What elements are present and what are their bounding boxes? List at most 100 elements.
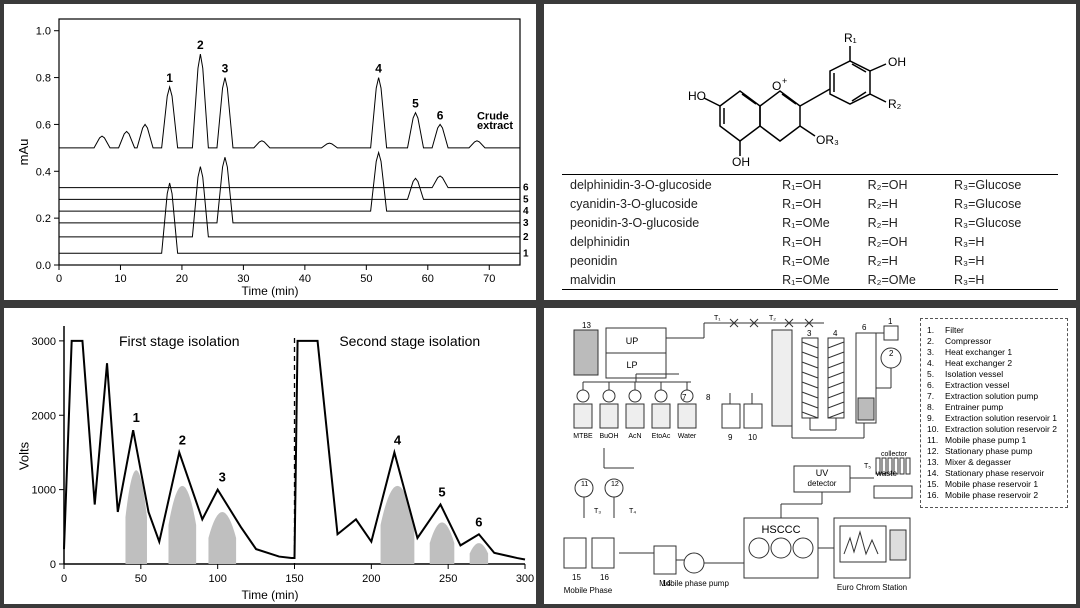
table-row: peonidinR₁=OMeR₂=HR₃=H [562, 251, 1058, 270]
svg-text:extract: extract [477, 120, 513, 132]
table-row: peonidin-3-O-glucosideR₁=OMeR₂=HR₃=Gluco… [562, 213, 1058, 232]
svg-text:10: 10 [748, 433, 757, 442]
svg-text:20: 20 [176, 273, 188, 285]
svg-text:3000: 3000 [32, 336, 56, 348]
legend-row: 7.Extraction solution pump [927, 391, 1061, 401]
svg-text:UP: UP [626, 336, 639, 346]
svg-text:T₃: T₃ [594, 508, 601, 515]
svg-text:O: O [772, 79, 781, 93]
legend-row: 8.Entrainer pump [927, 402, 1061, 412]
svg-text:40: 40 [299, 273, 311, 285]
svg-text:3: 3 [222, 62, 229, 76]
table-row: delphinidin-3-O-glucosideR₁=OHR₂=OHR₃=Gl… [562, 175, 1058, 194]
svg-text:MTBE: MTBE [573, 433, 593, 440]
svg-text:16: 16 [600, 573, 609, 582]
svg-text:0.4: 0.4 [36, 166, 51, 178]
svg-text:Water: Water [678, 433, 697, 440]
svg-text:2: 2 [179, 432, 186, 447]
svg-text:6: 6 [523, 183, 529, 194]
structure-panel: HO OH OR₃ R₁ OH R₂ O + delphinidin-3-O-g… [544, 4, 1076, 300]
svg-text:4: 4 [375, 62, 382, 76]
svg-text:OH: OH [732, 155, 750, 166]
schematic-legend: 1.Filter2.Compressor3.Heat exchanger 14.… [920, 318, 1068, 508]
legend-row: 2.Compressor [927, 336, 1061, 346]
svg-text:6: 6 [475, 514, 482, 529]
svg-text:HSCCC: HSCCC [761, 524, 800, 536]
legend-row: 3.Heat exchanger 1 [927, 347, 1061, 357]
svg-text:1000: 1000 [32, 485, 56, 497]
svg-text:BuOH: BuOH [599, 433, 618, 440]
svg-text:15: 15 [572, 573, 581, 582]
svg-text:4: 4 [523, 206, 529, 217]
svg-text:2000: 2000 [32, 410, 56, 422]
legend-row: 11.Mobile phase pump 1 [927, 435, 1061, 445]
compound-table: delphinidin-3-O-glucosideR₁=OHR₂=OHR₃=Gl… [562, 174, 1058, 290]
svg-text:0: 0 [56, 273, 62, 285]
svg-text:300: 300 [516, 573, 534, 585]
table-row: malvidinR₁=OMeR₂=OMeR₃=H [562, 270, 1058, 290]
compound-name: delphinidin-3-O-glucoside [562, 175, 774, 194]
anthocyanin-structure: HO OH OR₃ R₁ OH R₂ O + [660, 16, 960, 166]
legend-row: 13.Mixer & degasser [927, 457, 1061, 467]
svg-text:9: 9 [728, 433, 733, 442]
svg-text:0.0: 0.0 [36, 260, 51, 272]
chart2-ylabel: Volts [17, 442, 32, 470]
chart1-xlabel: Time (min) [242, 284, 299, 298]
svg-text:60: 60 [422, 273, 434, 285]
svg-text:Mobile phase pump: Mobile phase pump [659, 579, 729, 588]
svg-text:6: 6 [437, 108, 444, 122]
svg-text:First stage isolation: First stage isolation [119, 333, 240, 349]
legend-row: 14.Stationary phase reservoir [927, 468, 1061, 478]
legend-row: 4.Heat exchanger 2 [927, 358, 1061, 368]
svg-text:2: 2 [197, 38, 204, 52]
svg-text:R₂: R₂ [888, 97, 902, 111]
table-row: delphinidinR₁=OHR₂=OHR₃=H [562, 232, 1058, 251]
svg-text:1: 1 [166, 71, 173, 85]
svg-text:T₁: T₁ [714, 315, 721, 322]
chart1-svg: 0102030405060700.00.20.40.60.81.01234561… [4, 4, 536, 300]
svg-text:T₄: T₄ [629, 508, 636, 515]
svg-text:70: 70 [483, 273, 495, 285]
svg-text:12: 12 [611, 481, 619, 488]
legend-row: 9.Extraction solution reservoir 1 [927, 413, 1061, 423]
compound-name: delphinidin [562, 232, 774, 251]
svg-text:R₁: R₁ [844, 31, 857, 45]
svg-text:1: 1 [523, 248, 529, 259]
svg-text:100: 100 [208, 573, 226, 585]
svg-text:Mobile Phase: Mobile Phase [564, 586, 613, 595]
svg-text:UV: UV [816, 468, 829, 478]
svg-text:1: 1 [133, 410, 140, 425]
svg-text:T₅: T₅ [864, 463, 871, 470]
legend-row: 6.Extraction vessel [927, 380, 1061, 390]
chart1-ylabel: mAu [16, 139, 31, 166]
svg-text:AcN: AcN [628, 433, 641, 440]
svg-text:waste: waste [875, 469, 897, 478]
legend-row: 1.Filter [927, 325, 1061, 335]
svg-text:+: + [782, 76, 787, 86]
legend-row: 16.Mobile phase reservoir 2 [927, 490, 1061, 500]
svg-text:3: 3 [523, 218, 529, 229]
svg-text:2: 2 [523, 232, 529, 243]
svg-text:2: 2 [889, 349, 894, 358]
svg-text:detector: detector [808, 479, 837, 488]
hplc-chromatogram-panel: 0102030405060700.00.20.40.60.81.01234561… [4, 4, 536, 300]
svg-text:HO: HO [688, 89, 706, 103]
svg-text:0.2: 0.2 [36, 213, 51, 225]
svg-text:7: 7 [682, 393, 687, 402]
svg-text:OH: OH [888, 55, 906, 69]
svg-text:0: 0 [61, 573, 67, 585]
svg-text:Second stage isolation: Second stage isolation [339, 333, 480, 349]
svg-text:5: 5 [438, 485, 445, 500]
svg-text:150: 150 [285, 573, 303, 585]
schematic-panel: 13UPLPT₁T₂34612MTBEBuOHAcNEtoAcWater7891… [544, 308, 1076, 604]
svg-text:4: 4 [833, 329, 838, 338]
svg-text:1.0: 1.0 [36, 26, 51, 38]
legend-row: 10.Extraction solution reservoir 2 [927, 424, 1061, 434]
svg-text:LP: LP [626, 360, 637, 370]
svg-text:5: 5 [412, 97, 419, 111]
svg-text:collector: collector [881, 451, 908, 458]
svg-text:0: 0 [50, 559, 56, 571]
svg-text:3: 3 [219, 470, 226, 485]
table-row: cyanidin-3-O-glucosideR₁=OHR₂=HR₃=Glucos… [562, 194, 1058, 213]
legend-row: 5.Isolation vessel [927, 369, 1061, 379]
